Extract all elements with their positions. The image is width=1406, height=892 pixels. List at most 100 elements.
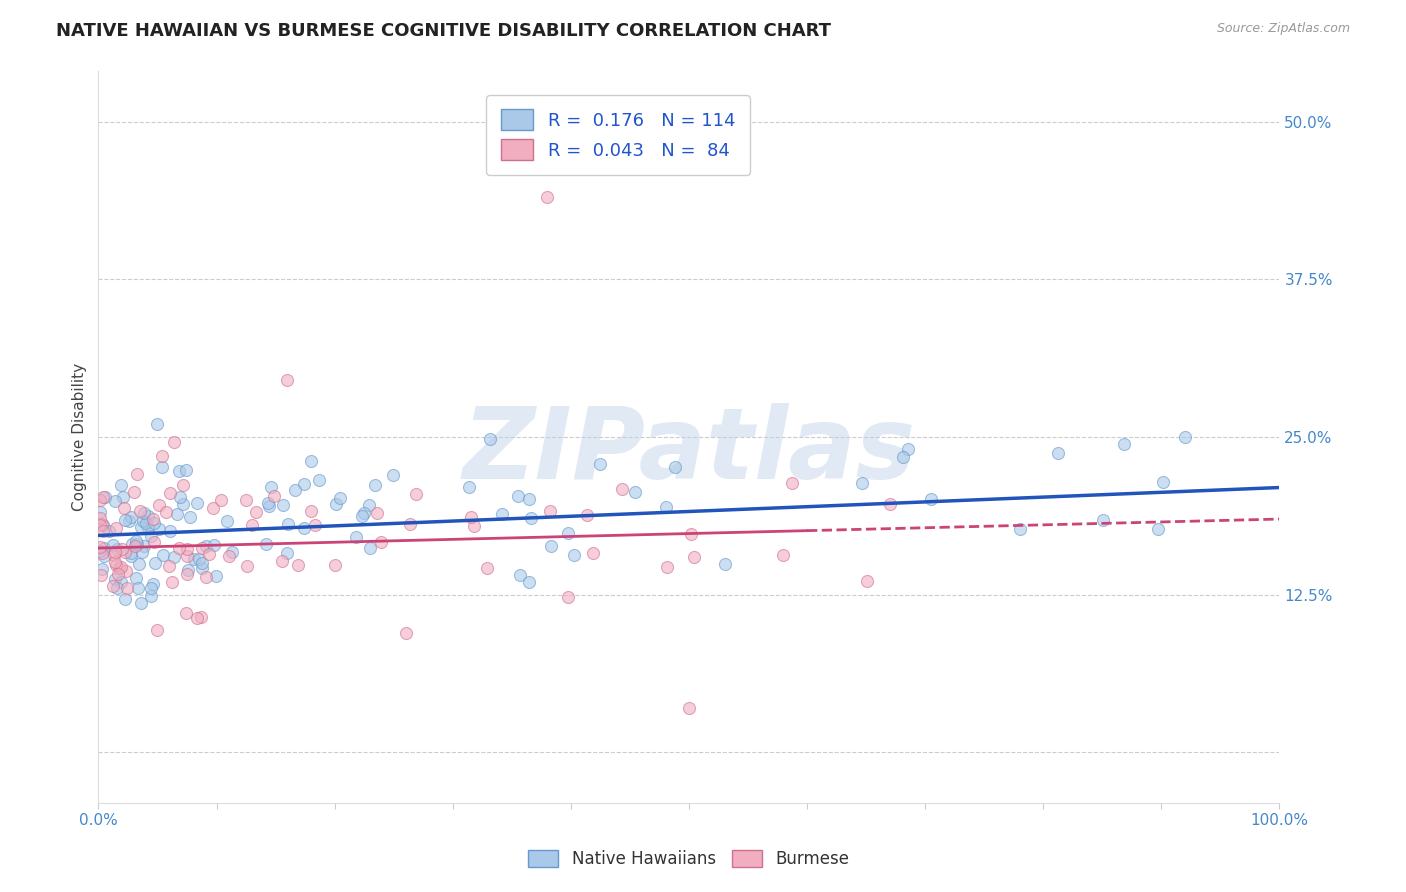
Point xyxy=(136,521,159,535)
Point xyxy=(89,541,111,555)
Point xyxy=(136,508,159,523)
Point xyxy=(127,581,149,595)
Point xyxy=(146,623,169,637)
Point xyxy=(174,606,197,620)
Point xyxy=(655,500,678,514)
Point xyxy=(276,373,298,387)
Point xyxy=(89,492,111,507)
Point xyxy=(352,508,374,523)
Point xyxy=(299,454,322,468)
Point xyxy=(89,567,111,582)
Point xyxy=(135,516,157,531)
Point xyxy=(150,449,173,463)
Point xyxy=(114,513,136,527)
Point xyxy=(93,549,115,563)
Point xyxy=(260,480,283,494)
Point xyxy=(582,546,605,560)
Point xyxy=(169,490,191,504)
Point xyxy=(509,568,531,582)
Point xyxy=(540,539,562,553)
Point xyxy=(271,554,294,568)
Point xyxy=(132,506,155,520)
Point xyxy=(129,595,152,609)
Point xyxy=(475,561,498,575)
Point xyxy=(105,541,128,556)
Point xyxy=(284,483,307,497)
Point xyxy=(370,535,392,549)
Point xyxy=(1147,522,1170,536)
Point xyxy=(167,464,190,478)
Point xyxy=(91,546,114,560)
Point xyxy=(780,475,803,490)
Point xyxy=(263,489,285,503)
Point xyxy=(157,558,180,573)
Point xyxy=(277,516,299,531)
Point xyxy=(353,506,375,520)
Point xyxy=(1152,475,1174,489)
Point xyxy=(538,504,561,518)
Point xyxy=(209,493,232,508)
Point xyxy=(186,495,208,509)
Point xyxy=(308,473,330,487)
Point xyxy=(612,482,634,496)
Point xyxy=(772,548,794,562)
Point xyxy=(104,555,127,569)
Point xyxy=(120,546,142,560)
Point xyxy=(176,549,198,563)
Point xyxy=(110,541,132,556)
Point xyxy=(125,533,148,548)
Point xyxy=(139,581,162,595)
Point xyxy=(1046,446,1069,460)
Point xyxy=(198,547,221,561)
Legend: Native Hawaiians, Burmese: Native Hawaiians, Burmese xyxy=(522,844,856,875)
Point xyxy=(115,582,138,596)
Point xyxy=(491,507,513,521)
Point xyxy=(851,475,873,490)
Point xyxy=(589,458,612,472)
Point xyxy=(655,560,678,574)
Point xyxy=(202,501,225,516)
Point xyxy=(323,558,346,572)
Point xyxy=(104,558,127,573)
Point xyxy=(276,546,298,560)
Point xyxy=(179,510,201,524)
Point xyxy=(240,518,263,533)
Point xyxy=(186,611,208,625)
Point xyxy=(325,498,347,512)
Point xyxy=(143,556,166,570)
Point xyxy=(91,517,114,532)
Point xyxy=(131,545,153,559)
Point xyxy=(89,505,111,519)
Text: NATIVE HAWAIIAN VS BURMESE COGNITIVE DISABILITY CORRELATION CHART: NATIVE HAWAIIAN VS BURMESE COGNITIVE DIS… xyxy=(56,22,831,40)
Point xyxy=(111,491,134,505)
Point xyxy=(681,527,703,541)
Point xyxy=(174,463,197,477)
Point xyxy=(366,506,388,520)
Point xyxy=(205,568,228,582)
Point xyxy=(1008,522,1031,536)
Point xyxy=(94,491,117,505)
Point xyxy=(159,486,181,500)
Point xyxy=(103,548,125,562)
Point xyxy=(257,496,280,510)
Point xyxy=(139,590,162,604)
Point xyxy=(172,477,194,491)
Point xyxy=(104,544,127,558)
Point xyxy=(245,505,267,519)
Point xyxy=(562,548,585,562)
Point xyxy=(683,549,706,564)
Point xyxy=(125,467,148,482)
Point xyxy=(187,551,209,566)
Point xyxy=(139,529,162,543)
Point xyxy=(405,487,427,501)
Point xyxy=(714,557,737,571)
Point xyxy=(257,499,280,513)
Point xyxy=(183,552,205,566)
Point xyxy=(107,566,129,581)
Point xyxy=(856,574,879,588)
Point xyxy=(176,542,198,557)
Point xyxy=(191,541,214,555)
Point xyxy=(115,564,138,578)
Point xyxy=(1174,430,1197,444)
Point xyxy=(508,489,530,503)
